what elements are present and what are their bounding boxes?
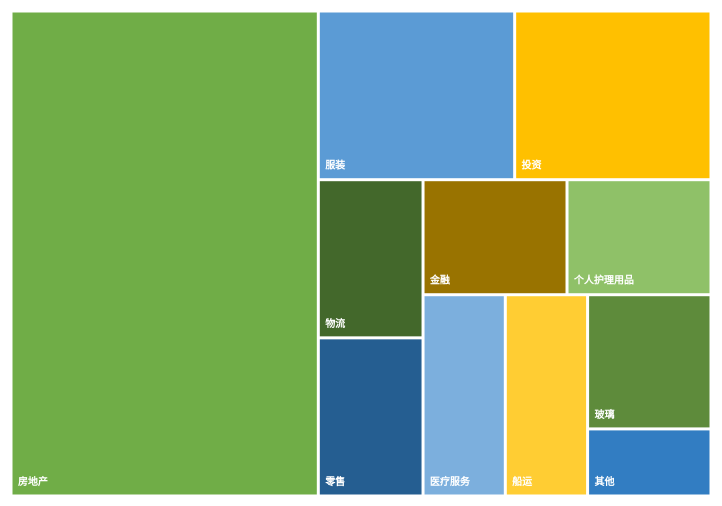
treemap-cell bbox=[319, 12, 514, 179]
treemap-cell bbox=[319, 339, 422, 495]
cell-label: 房地产 bbox=[18, 475, 48, 488]
cell-label: 玻璃 bbox=[595, 408, 615, 421]
cell-label: 医疗服务 bbox=[430, 475, 471, 488]
cell-label: 物流 bbox=[325, 317, 345, 330]
treemap-cell bbox=[516, 12, 710, 179]
treemap-cell bbox=[12, 12, 317, 495]
treemap-cell bbox=[568, 181, 710, 294]
treemap-cell bbox=[424, 296, 504, 495]
cell-label: 其他 bbox=[595, 475, 615, 488]
treemap-cell bbox=[319, 181, 422, 337]
treemap-cell bbox=[506, 296, 587, 495]
treemap-cell bbox=[589, 430, 710, 495]
cell-label: 服装 bbox=[325, 159, 345, 172]
cell-label: 个人护理用品 bbox=[573, 274, 634, 287]
cell-label: 金融 bbox=[429, 274, 450, 287]
treemap-cell bbox=[589, 296, 710, 428]
cell-label: 零售 bbox=[324, 475, 345, 488]
cell-label: 投资 bbox=[522, 159, 542, 172]
cell-label: 船运 bbox=[512, 475, 532, 488]
treemap-cell bbox=[424, 181, 566, 294]
